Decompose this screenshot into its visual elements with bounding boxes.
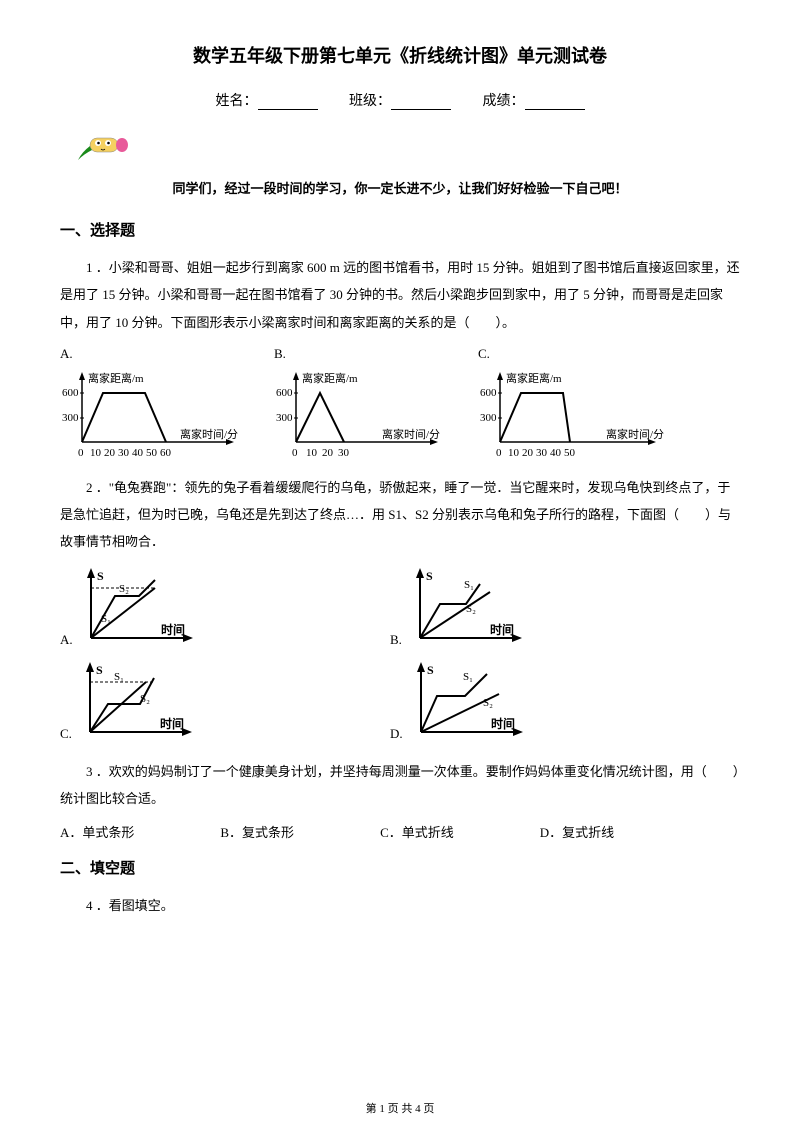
svg-text:0: 0 — [292, 447, 298, 459]
section-1-heading: 一、选择题 — [60, 219, 740, 240]
svg-text:S: S — [96, 663, 103, 677]
q2-charts: A. S 时间 S₂ S₁ B. S — [60, 566, 740, 746]
svg-text:S: S — [427, 663, 434, 677]
score-blank[interactable] — [525, 96, 585, 110]
svg-text:40: 40 — [132, 447, 144, 459]
svg-text:20: 20 — [522, 447, 534, 459]
svg-text:S₁: S₁ — [114, 671, 124, 683]
chart-b-label: B. — [274, 346, 478, 362]
svg-text:离家距离/m: 离家距离/m — [302, 371, 358, 385]
svg-text:S₁: S₁ — [463, 671, 473, 683]
svg-text:0: 0 — [78, 447, 84, 459]
svg-text:离家时间/分: 离家时间/分 — [606, 427, 664, 441]
q3-option-c[interactable]: C．单式折线 — [380, 822, 454, 841]
svg-text:50: 50 — [564, 447, 576, 459]
svg-text:50: 50 — [146, 447, 158, 459]
q2-d-label: D. — [390, 726, 403, 742]
question-2: 2 ．"龟兔赛跑"：领先的兔子看着缓缓爬行的乌龟，骄傲起来，睡了一觉．当它醒来时… — [60, 474, 740, 556]
q2-chart-a: S 时间 S₂ S₁ — [75, 566, 205, 652]
page-footer: 第 1 页 共 4 页 — [0, 1100, 800, 1116]
svg-text:离家时间/分: 离家时间/分 — [180, 427, 238, 441]
question-3: 3 ．欢欢的妈妈制订了一个健康美身计划，并坚持每周测量一次体重。要制作妈妈体重变… — [60, 758, 740, 813]
q3-option-b[interactable]: B．复式条形 — [220, 822, 294, 841]
svg-text:600: 600 — [62, 387, 79, 399]
q2-a-label: A. — [60, 632, 73, 648]
svg-text:时间: 时间 — [161, 622, 185, 637]
q3-option-d[interactable]: D．复式折线 — [540, 822, 614, 841]
q2-chart-d: S 时间 S₁ S₂ — [405, 660, 535, 746]
q2-c-label: C. — [60, 726, 72, 742]
svg-text:600: 600 — [480, 387, 497, 399]
svg-text:时间: 时间 — [160, 716, 184, 731]
svg-text:60: 60 — [160, 447, 172, 459]
svg-text:0: 0 — [496, 447, 502, 459]
svg-text:10: 10 — [508, 447, 520, 459]
svg-text:S: S — [97, 569, 104, 583]
svg-text:30: 30 — [338, 447, 350, 459]
chart-b: 离家距离/m 600 300 离家时间/分 0 10 20 30 — [274, 366, 478, 462]
svg-text:40: 40 — [550, 447, 562, 459]
name-label: 姓名： — [216, 94, 258, 109]
score-label: 成绩： — [483, 94, 525, 109]
intro-text: 同学们，经过一段时间的学习，你一定长进不少，让我们好好检验一下自己吧！ — [60, 178, 740, 197]
svg-text:S₂: S₂ — [466, 603, 476, 615]
chart-c-label: C. — [478, 346, 698, 362]
svg-text:S₁: S₁ — [101, 613, 111, 625]
q2-chart-c: S 时间 S₁ S₂ — [74, 660, 204, 746]
svg-text:S₁: S₁ — [464, 579, 474, 591]
svg-text:300: 300 — [480, 412, 497, 424]
svg-text:300: 300 — [276, 412, 293, 424]
svg-text:300: 300 — [62, 412, 79, 424]
class-label: 班级： — [349, 94, 391, 109]
svg-text:S₂: S₂ — [140, 693, 150, 705]
svg-text:S₂: S₂ — [119, 583, 129, 595]
svg-text:离家距离/m: 离家距离/m — [506, 371, 562, 385]
svg-text:S: S — [426, 569, 433, 583]
question-4: 4 ．看图填空。 — [60, 892, 740, 919]
svg-text:离家时间/分: 离家时间/分 — [382, 427, 440, 441]
q3-options: A．单式条形 B．复式条形 C．单式折线 D．复式折线 — [60, 822, 740, 841]
svg-text:离家距离/m: 离家距离/m — [88, 371, 144, 385]
chart-c: 离家距离/m 600 300 离家时间/分 0 10 20 30 40 50 — [478, 366, 698, 462]
q2-b-label: B. — [390, 632, 402, 648]
chart-a-label: A. — [60, 346, 274, 362]
svg-text:时间: 时间 — [490, 622, 514, 637]
svg-text:20: 20 — [104, 447, 116, 459]
q2-chart-b: S 时间 S₁ S₂ — [404, 566, 534, 652]
name-blank[interactable] — [258, 96, 318, 110]
svg-text:30: 30 — [536, 447, 548, 459]
page-title: 数学五年级下册第七单元《折线统计图》单元测试卷 — [60, 42, 740, 68]
q3-option-a[interactable]: A．单式条形 — [60, 822, 134, 841]
svg-text:时间: 时间 — [491, 716, 515, 731]
section-2-heading: 二、填空题 — [60, 857, 740, 878]
svg-text:30: 30 — [118, 447, 130, 459]
svg-text:S₂: S₂ — [483, 697, 493, 709]
info-line: 姓名： 班级： 成绩： — [60, 90, 740, 110]
svg-text:20: 20 — [322, 447, 334, 459]
q1-charts: A. 离家距离/m 600 300 离家时间/分 0 10 20 30 40 5… — [60, 346, 740, 462]
svg-text:10: 10 — [90, 447, 102, 459]
pencil-icon — [76, 124, 740, 164]
class-blank[interactable] — [391, 96, 451, 110]
svg-text:600: 600 — [276, 387, 293, 399]
svg-text:10: 10 — [306, 447, 318, 459]
question-1: 1 ．小梁和哥哥、姐姐一起步行到离家 600 m 远的图书馆看书，用时 15 分… — [60, 254, 740, 336]
chart-a: 离家距离/m 600 300 离家时间/分 0 10 20 30 40 50 6… — [60, 366, 274, 462]
